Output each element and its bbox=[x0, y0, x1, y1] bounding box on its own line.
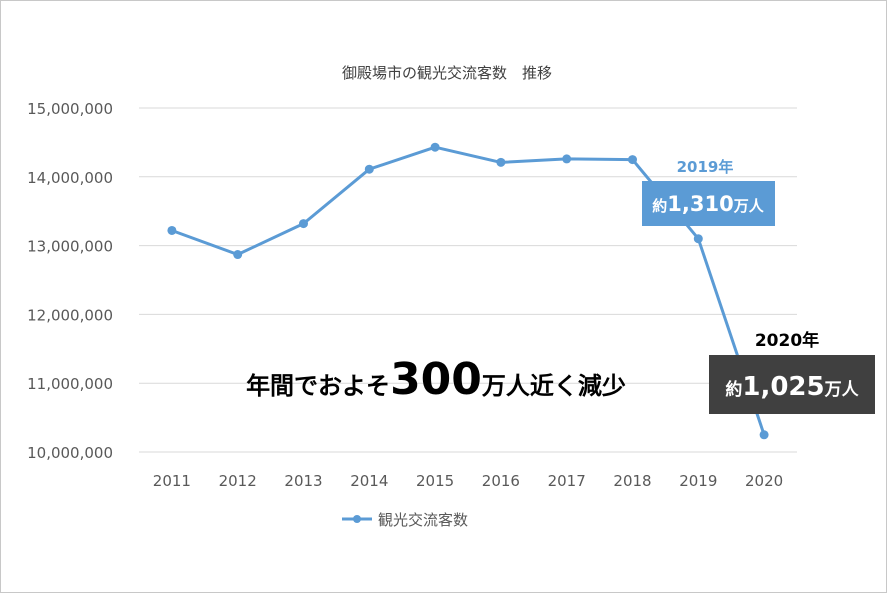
annotation-2019-prefix: 約 bbox=[652, 197, 667, 215]
data-point bbox=[562, 154, 572, 164]
headline-text: 年間でおよそ300万人近く減少 bbox=[246, 354, 626, 405]
headline-prefix: 年間でおよそ bbox=[246, 372, 390, 400]
y-tick-label: 11,000,000 bbox=[27, 375, 113, 393]
x-tick-label: 2017 bbox=[548, 472, 586, 490]
data-point bbox=[759, 430, 769, 440]
annotation-2019-label: 約1,310万人 bbox=[652, 192, 764, 216]
annotation-2020-number: 1,025 bbox=[742, 372, 824, 402]
y-tick-label: 14,000,000 bbox=[27, 169, 113, 187]
legend: 観光交流客数 bbox=[342, 511, 468, 529]
y-tick-label: 12,000,000 bbox=[27, 306, 113, 324]
headline-suffix: 万人近く減少 bbox=[482, 372, 626, 400]
data-point bbox=[364, 164, 374, 174]
x-axis-ticks: 2011 2012 2013 2014 2015 2016 2017 2018 2019 2020 bbox=[153, 472, 783, 490]
series-points bbox=[167, 142, 769, 440]
grid-lines bbox=[139, 107, 797, 453]
annotation-2019-suffix: 万人 bbox=[733, 197, 765, 215]
annotation-2020-label: 約1,025万人 bbox=[725, 372, 859, 402]
x-tick-label: 2015 bbox=[416, 472, 454, 490]
x-tick-label: 2016 bbox=[482, 472, 520, 490]
legend-marker bbox=[353, 515, 361, 523]
data-point bbox=[628, 155, 637, 165]
data-point bbox=[496, 157, 506, 167]
chart-title: 御殿場市の観光交流客数 推移 bbox=[342, 64, 552, 82]
data-point bbox=[430, 142, 440, 152]
y-tick-label: 15,000,000 bbox=[27, 100, 113, 118]
annotation-2020-prefix: 約 bbox=[725, 379, 742, 400]
headline-number: 300 bbox=[390, 354, 482, 405]
x-tick-label: 2018 bbox=[613, 472, 651, 490]
data-point bbox=[167, 225, 177, 235]
data-point bbox=[299, 219, 308, 229]
annotation-2020-year: 2020年 bbox=[755, 330, 819, 351]
x-tick-label: 2019 bbox=[679, 472, 717, 490]
x-tick-label: 2014 bbox=[350, 472, 388, 490]
annotation-2020-box bbox=[709, 355, 875, 414]
annotation-2019-box bbox=[642, 181, 775, 226]
legend-label: 観光交流客数 bbox=[378, 511, 468, 529]
annotation-2019-year: 2019年 bbox=[677, 158, 734, 176]
y-axis-ticks: 10,000,000 11,000,000 12,000,000 13,000,000… bbox=[27, 100, 113, 462]
x-tick-label: 2020 bbox=[745, 472, 783, 490]
data-point bbox=[233, 250, 243, 260]
y-tick-label: 10,000,000 bbox=[27, 444, 113, 462]
x-tick-label: 2011 bbox=[153, 472, 191, 490]
y-tick-label: 13,000,000 bbox=[27, 238, 113, 256]
x-tick-label: 2013 bbox=[284, 472, 322, 490]
annotation-2019-number: 1,310 bbox=[667, 192, 733, 216]
x-tick-label: 2012 bbox=[219, 472, 257, 490]
annotation-2020-suffix: 万人 bbox=[824, 380, 860, 400]
data-point bbox=[693, 234, 703, 244]
